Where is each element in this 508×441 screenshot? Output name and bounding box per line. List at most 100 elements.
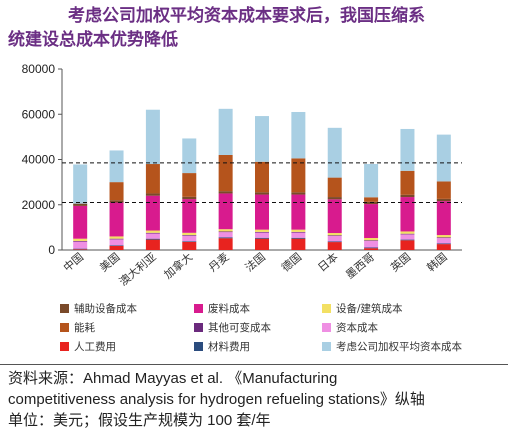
chart-axes: 0 20000 40000 60000 80000 (22, 62, 462, 257)
x-tick-label: 澳大利亚 (116, 250, 159, 289)
x-tick-label: 韩国 (424, 250, 450, 275)
bar-segment (73, 205, 88, 239)
bar-segment (218, 229, 233, 232)
bar-segment (436, 238, 451, 244)
legend-item: 人工费用 (60, 339, 116, 354)
legend-item: 设备/建筑成本 (322, 301, 403, 316)
legend-item: 考虑公司加权平均资本成本 (322, 339, 462, 354)
legend-label: 考虑公司加权平均资本成本 (336, 341, 462, 353)
chart-bars (73, 108, 451, 250)
bar-segment (73, 203, 88, 206)
bar-segment (109, 236, 124, 239)
bar-segment (364, 248, 379, 250)
bar-segment (182, 196, 197, 200)
stacked-bar-chart: 0 20000 40000 60000 80000 中国 美国澳大利亚 加拿大 丹麦 法国 德国日… (22, 62, 462, 289)
bar-segment (255, 237, 269, 239)
bar-segment (218, 237, 233, 239)
x-tick-label: 日本 (315, 250, 341, 275)
bar-segment (182, 138, 197, 174)
legend-label: 资本成本 (336, 322, 378, 334)
bar-segment (218, 193, 233, 230)
bar-segment (364, 164, 379, 198)
x-tick-label: 中国 (61, 250, 86, 274)
bar-segment (73, 248, 88, 250)
bar-segment (109, 202, 124, 237)
x-tick-label: 加拿大 (161, 250, 195, 282)
x-tick-label: 美国 (97, 250, 122, 274)
bar-segment (436, 237, 451, 239)
bar-segment (436, 243, 451, 245)
bar-segment (182, 173, 197, 197)
bar-segment (291, 229, 306, 232)
bar-segment (400, 240, 415, 250)
legend-item: 能耗 (60, 320, 95, 335)
bar-segment (182, 241, 197, 242)
bar-segment (109, 182, 124, 201)
bar-segment (145, 195, 160, 231)
chart-title-line1: 考虑公司加权平均资本成本要求后，我国压缩系 (68, 6, 425, 26)
x-tick-label: 丹麦 (206, 250, 231, 274)
bar-segment (327, 235, 342, 242)
bar-segment (218, 191, 233, 194)
bar-segment (364, 204, 379, 239)
legend-item: 废料成本 (194, 301, 250, 316)
bar-segment (400, 194, 415, 198)
y-tick-label: 20000 (22, 198, 56, 212)
chart-reference-lines (62, 162, 462, 203)
legend-item: 辅助设备成本 (60, 301, 137, 316)
bar-segment (255, 161, 269, 193)
legend-swatch (194, 323, 203, 332)
bar-segment (364, 197, 379, 202)
bar-segment (364, 247, 379, 249)
bar-segment (327, 242, 342, 250)
bar-segment (182, 199, 197, 233)
legend-item: 资本成本 (322, 320, 378, 335)
bar-segment (109, 150, 124, 183)
bar-segment (73, 249, 88, 250)
bar-segment (109, 238, 124, 240)
bar-segment (145, 238, 160, 240)
bar-segment (145, 232, 160, 234)
bar-segment (73, 164, 88, 204)
legend-item: 其他可变成本 (194, 320, 271, 335)
bar-segment (400, 231, 415, 234)
bar-segment (436, 201, 451, 236)
bar-segment (145, 239, 160, 250)
bar-segment (218, 108, 233, 155)
bar-segment (182, 232, 197, 236)
legend-swatch (60, 342, 69, 351)
bar-segment (436, 134, 451, 182)
source-line1: 资料来源：Ahmad Mayyas et al. 《Manufacturing (8, 370, 338, 387)
bar-segment (182, 241, 197, 250)
y-tick-label: 0 (48, 243, 55, 257)
bar-segment (400, 197, 415, 232)
bar-segment (73, 240, 88, 242)
legend-swatch (322, 304, 331, 313)
bar-segment (109, 239, 124, 246)
bar-segment (364, 240, 379, 241)
bar-segment (218, 232, 233, 238)
bar-segment (291, 158, 306, 193)
bar-segment (327, 233, 342, 236)
bar-segment (255, 192, 269, 195)
legend-label: 人工费用 (74, 341, 116, 353)
legend-label: 能耗 (74, 322, 95, 334)
legend-label: 设备/建筑成本 (336, 303, 403, 315)
legend-label: 辅助设备成本 (74, 303, 137, 315)
chart-title-line2: 统建设总成本优势降低 (8, 30, 178, 50)
bar-segment (327, 235, 342, 236)
bar-segment (291, 238, 306, 250)
source-note: 资料来源：Ahmad Mayyas et al. 《Manufacturing … (8, 368, 504, 431)
bar-segment (145, 109, 160, 165)
source-line3: 单位：美元；假设生产规模为 100 套/年 (8, 412, 271, 429)
source-line2: competitiveness analysis for hydrogen re… (8, 391, 425, 408)
bar-segment (327, 177, 342, 198)
legend-swatch (60, 304, 69, 313)
bar-segment (291, 194, 306, 230)
x-tick-label: 德国 (278, 250, 304, 275)
bar-segment (327, 197, 342, 200)
legend-label: 材料费用 (208, 341, 250, 353)
bar-segment (255, 194, 269, 230)
bar-segment (255, 231, 269, 233)
